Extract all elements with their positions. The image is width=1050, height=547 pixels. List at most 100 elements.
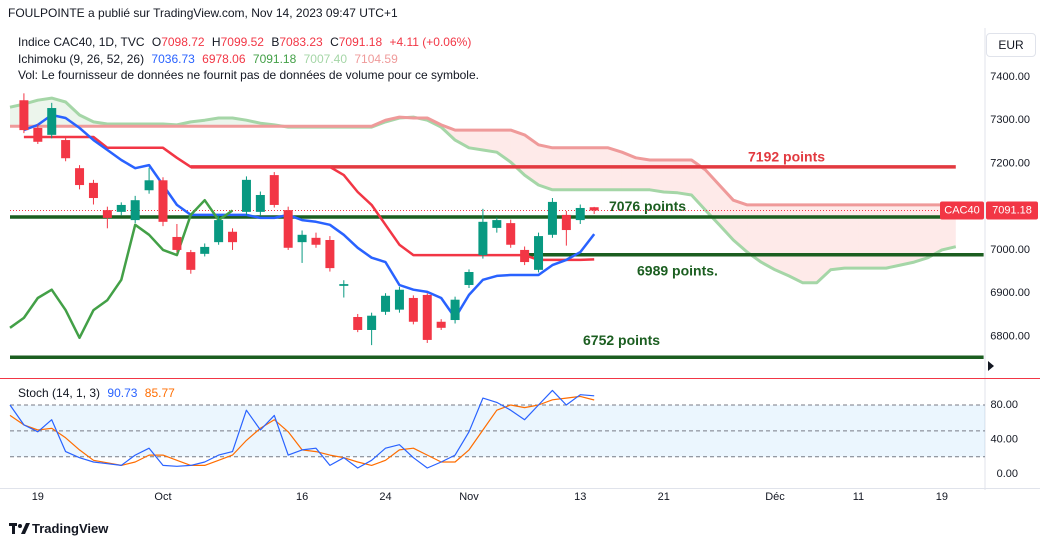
candle-body xyxy=(325,239,335,269)
cloud-fill xyxy=(482,130,497,153)
ichimoku-legend: Ichimoku (9, 26, 52, 26) 7036.73 6978.06… xyxy=(18,52,402,66)
cloud-fill xyxy=(621,152,636,190)
indicator-title: Stoch (14, 1, 3) xyxy=(18,386,101,400)
candle-body xyxy=(394,289,404,310)
cloud-fill xyxy=(914,204,928,263)
y-tick-label: 6900.00 xyxy=(990,287,1030,299)
cloud-fill xyxy=(635,157,650,190)
cloud-fill xyxy=(552,147,567,190)
candle-body xyxy=(297,234,307,243)
candle-body xyxy=(492,220,502,228)
candle-body xyxy=(422,294,432,340)
candle-body xyxy=(88,182,98,199)
cloud-fill xyxy=(886,204,901,269)
x-tick-label: 24 xyxy=(379,491,391,503)
x-tick-label: 11 xyxy=(853,491,864,503)
level-label: 7192 points xyxy=(748,149,825,165)
indicator-value: 6978.06 xyxy=(202,52,246,66)
candle-body xyxy=(575,207,585,221)
ohlc-value: 7083.23 xyxy=(279,35,323,49)
candle-body xyxy=(408,297,418,322)
indicator-value: 7104.59 xyxy=(354,52,398,66)
cloud-fill xyxy=(719,185,734,240)
level-label: 6989 points. xyxy=(637,262,718,278)
span-a-line xyxy=(9,96,957,285)
indicator-title: Ichimoku (9, 26, 52, 26) xyxy=(18,52,145,66)
stoch-k-line xyxy=(9,389,595,469)
cloud-fill xyxy=(649,159,664,192)
price-tag-label: 7091.18 xyxy=(992,204,1032,216)
cloud-fill xyxy=(788,204,803,283)
candle-body xyxy=(144,180,154,191)
candle-body xyxy=(75,168,85,186)
level-label: 7076 points xyxy=(609,198,686,214)
cloud-fill xyxy=(455,130,469,148)
candle-body xyxy=(534,236,544,270)
candle-body xyxy=(450,299,460,321)
cloud-fill xyxy=(566,147,581,190)
symbol-tag-label: CAC40 xyxy=(944,204,979,216)
cloud-fill xyxy=(802,204,817,283)
x-tick-label: Déc xyxy=(765,491,785,503)
cloud-fill xyxy=(816,204,831,283)
cloud-fill xyxy=(733,200,748,253)
cloud-fill xyxy=(774,204,789,276)
cloud-fill xyxy=(218,117,233,127)
candle-body xyxy=(353,316,363,330)
ohlc-value: 7091.18 xyxy=(338,35,383,49)
cloud-fill xyxy=(900,204,915,266)
y-tick-label: 80.00 xyxy=(990,399,1018,411)
candle-body xyxy=(241,179,251,212)
candle-body xyxy=(381,295,391,312)
cloud-fill xyxy=(747,204,762,263)
x-tick-label: Nov xyxy=(459,491,479,503)
kijun-line xyxy=(23,135,595,262)
y-tick-label: 7000.00 xyxy=(990,244,1030,256)
candle-body xyxy=(172,236,182,250)
ohlc-letter: H xyxy=(211,35,221,49)
candle-body xyxy=(228,231,238,243)
stoch-legend: Stoch (14, 1, 3) 90.73 85.77 xyxy=(18,386,179,400)
cloud-fill xyxy=(608,147,622,190)
y-tick-label: 0.00 xyxy=(997,468,1018,480)
candle-body xyxy=(339,284,349,286)
indicator-value: 7036.73 xyxy=(151,52,195,66)
candle-body xyxy=(283,210,293,248)
currency-button[interactable]: EUR xyxy=(986,33,1036,57)
symbol-tag xyxy=(940,201,984,220)
ohlc-value: 7099.52 xyxy=(220,35,264,49)
y-tick-label: 7300.00 xyxy=(990,114,1030,126)
footer-brand: TradingView xyxy=(32,521,109,536)
candle-body xyxy=(436,321,446,328)
candle-body xyxy=(478,221,488,256)
x-tick-label: 16 xyxy=(296,491,308,503)
candle-body xyxy=(464,272,474,285)
logo xyxy=(9,523,30,534)
candle-body xyxy=(200,246,210,254)
cloud-fill xyxy=(524,134,539,186)
cloud-fill xyxy=(594,147,609,190)
indicator-value: 90.73 xyxy=(107,386,138,400)
level-label: 6752 points xyxy=(583,332,660,348)
ohlc-letter: B xyxy=(271,35,280,49)
candle-body xyxy=(61,140,71,159)
y-tick-label: 7200.00 xyxy=(990,157,1030,169)
indicator-value: 85.77 xyxy=(144,386,175,400)
cloud-fill xyxy=(830,204,845,270)
symbol-title: Indice CAC40, 1D, TVC xyxy=(18,35,145,49)
candle-body xyxy=(255,194,265,212)
candle-body xyxy=(214,220,224,243)
indicator-value: 7091.18 xyxy=(252,52,297,66)
candle-body xyxy=(47,108,57,135)
cloud-fill xyxy=(468,130,483,151)
candle-body xyxy=(130,200,140,221)
ohlc-letter: C xyxy=(330,35,339,49)
indicator-value: 7007.40 xyxy=(303,52,348,66)
candle-body xyxy=(589,207,599,211)
y-tick-label: 7400.00 xyxy=(990,71,1030,83)
ohlc-value: 7098.72 xyxy=(161,35,205,49)
x-tick-label: Oct xyxy=(154,491,171,503)
candle-body xyxy=(367,315,377,330)
